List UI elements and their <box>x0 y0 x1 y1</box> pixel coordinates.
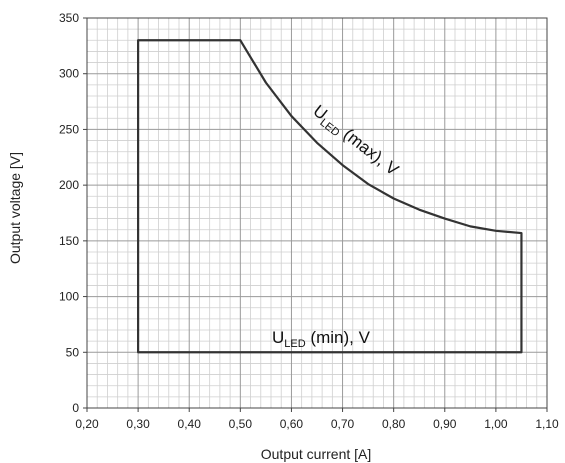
x-tick-label: 0,20 <box>75 417 99 431</box>
x-tick-label: 0,80 <box>382 417 406 431</box>
y-tick-label: 50 <box>66 345 80 359</box>
annotation-ulled-min: ULED (min), V <box>272 328 371 350</box>
x-tick-labels: 0,20 0,30 0,40 0,50 0,60 0,70 0,80 0,90 1,00 1,10 <box>75 408 559 431</box>
y-tick-labels: 0 50 100 150 200 250 300 350 <box>59 11 87 415</box>
grid-minor <box>87 18 547 408</box>
x-tick-label: 0,70 <box>331 417 355 431</box>
x-tick-label: 0,30 <box>126 417 150 431</box>
x-tick-label: 0,90 <box>433 417 457 431</box>
x-tick-label: 0,50 <box>229 417 253 431</box>
y-tick-label: 150 <box>59 234 79 248</box>
x-tick-label: 1,00 <box>484 417 508 431</box>
y-tick-label: 250 <box>59 122 79 136</box>
x-tick-label: 0,40 <box>178 417 202 431</box>
y-tick-label: 300 <box>59 67 79 81</box>
x-tick-label: 0,60 <box>280 417 304 431</box>
plot-frame <box>86 17 548 409</box>
y-tick-label: 350 <box>59 11 79 25</box>
y-axis-label: Output voltage [V] <box>7 152 23 264</box>
grid-major <box>86 17 548 409</box>
y-tick-label: 0 <box>72 401 79 415</box>
operating-window-envelope <box>137 39 523 354</box>
x-tick-label: 1,10 <box>535 417 559 431</box>
y-tick-label: 200 <box>59 178 79 192</box>
y-tick-label: 100 <box>59 290 79 304</box>
x-axis-label: Output current [A] <box>261 446 372 462</box>
